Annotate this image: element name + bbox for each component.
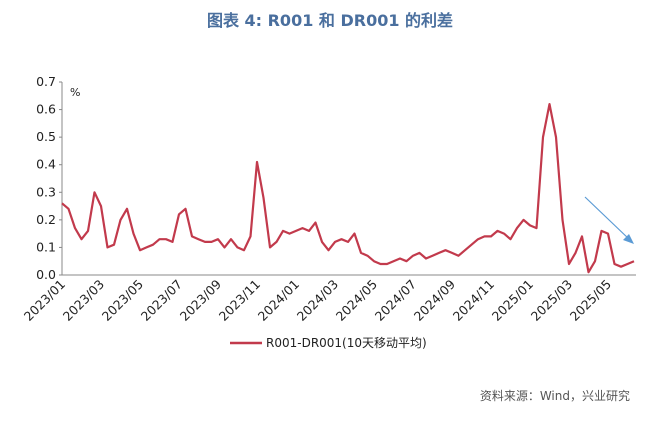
x-tick-label: 2025/05 (567, 277, 614, 324)
x-tick-label: 2024/05 (333, 277, 380, 324)
x-tick-label: 2025/01 (489, 277, 536, 324)
trend-arrow-head (623, 234, 634, 244)
x-tick-label: 2024/07 (372, 277, 419, 324)
x-tick-label: 2023/07 (138, 277, 185, 324)
chart-title: 图表 4: R001 和 DR001 的利差 (207, 11, 453, 30)
y-tick-label: 0.4 (36, 157, 56, 172)
y-tick-label: 0.5 (36, 129, 56, 144)
y-tick-label: 0.1 (36, 239, 56, 254)
x-tick-label: 2024/01 (255, 277, 302, 324)
x-tick-label: 2023/09 (177, 276, 224, 323)
x-tick-label: 2024/09 (411, 276, 458, 323)
y-tick-label: 0.6 (36, 102, 56, 117)
y-tick-label: 0.2 (36, 212, 56, 227)
y-tick-label: 0.0 (36, 267, 56, 282)
x-tick-label: 2025/03 (528, 277, 575, 324)
source-note: 资料来源：Wind，兴业研究 (480, 388, 630, 403)
trend-arrow (584, 196, 631, 241)
x-tick-label: 2023/11 (216, 277, 263, 324)
data-line (61, 103, 635, 274)
x-tick-label: 2023/01 (21, 277, 68, 324)
x-tick-label: 2024/03 (294, 277, 341, 324)
unit-label: % (70, 86, 80, 99)
x-tick-label: 2024/11 (450, 277, 497, 324)
x-tick-label: 2023/05 (99, 277, 146, 324)
y-tick-label: 0.3 (36, 184, 56, 199)
y-tick-label: 0.7 (36, 74, 56, 89)
x-tick-label: 2023/03 (60, 277, 107, 324)
legend-label: R001-DR001(10天移动平均) (266, 336, 427, 350)
